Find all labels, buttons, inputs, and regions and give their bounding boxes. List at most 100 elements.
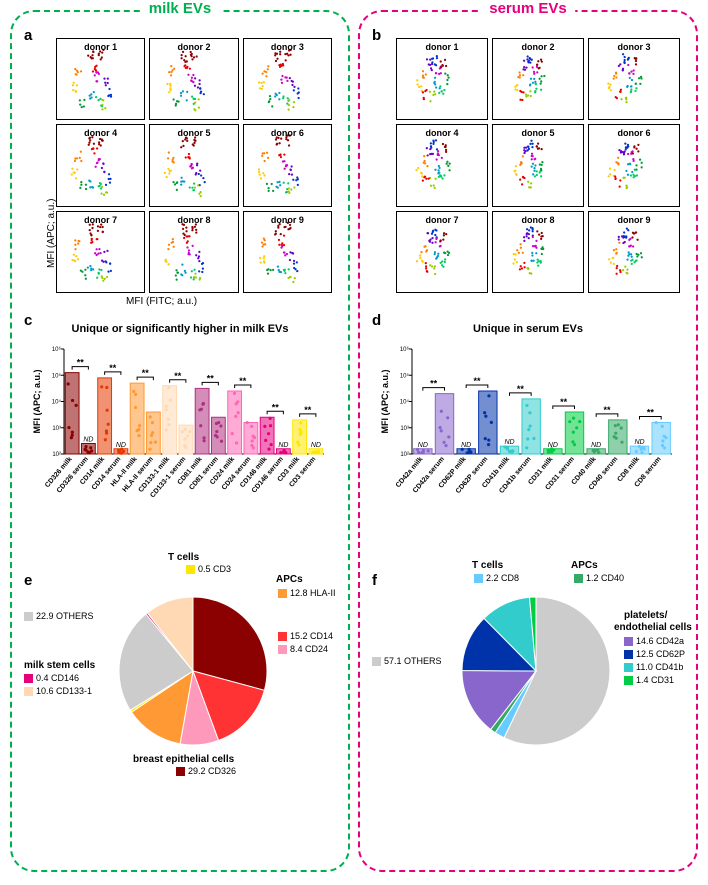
- pie-category-label: APCs: [276, 574, 303, 585]
- donor-label: donor 2: [150, 42, 237, 52]
- serum-panel-title: serum EVs: [481, 0, 575, 17]
- pie-slice-label: 1.2 CD40: [574, 573, 624, 583]
- pie-slice-label: 2.2 CD8: [474, 573, 519, 583]
- svg-text:10³: 10³: [400, 426, 409, 432]
- svg-text:ND: ND: [461, 442, 471, 449]
- pie-category-label: APCs: [571, 560, 598, 571]
- svg-text:**: **: [560, 397, 568, 407]
- svg-text:**: **: [473, 376, 481, 386]
- bar-title-d: Unique in serum EVs: [376, 323, 680, 335]
- svg-text:ND: ND: [83, 437, 93, 444]
- serum-panel: serum EVs b donor 1donor 2donor 3donor 4…: [358, 10, 698, 872]
- svg-text:**: **: [430, 379, 438, 389]
- pie-category-label: T cells: [168, 552, 199, 563]
- svg-text:ND: ND: [591, 442, 601, 449]
- donor-label: donor 7: [57, 215, 144, 225]
- svg-text:10⁵: 10⁵: [52, 372, 62, 379]
- scatter-cell: donor 710⁵10³10¹10¹10³10⁵: [396, 211, 488, 293]
- milk-panel-title: milk EVs: [141, 0, 220, 17]
- svg-text:10³: 10³: [52, 426, 61, 432]
- donor-label: donor 8: [493, 215, 583, 225]
- pie-slice-label: 10.6 CD133-1: [24, 686, 92, 696]
- scatter-cell: donor 2: [149, 38, 238, 120]
- scatter-cell: donor 1: [56, 38, 145, 120]
- svg-text:ND: ND: [504, 439, 514, 446]
- donor-label: donor 2: [493, 42, 583, 52]
- svg-text:**: **: [174, 371, 182, 381]
- pie-category-label: breast epithelial cells: [133, 754, 234, 765]
- pie-slice-label: 12.8 HLA-II: [278, 588, 336, 598]
- pie-slice-label: 57.1 OTHERS: [372, 656, 442, 666]
- bar-title-c: Unique or significantly higher in milk E…: [28, 323, 332, 335]
- scatter-cell: donor 6: [588, 124, 680, 206]
- scatter-cell: donor 5: [149, 124, 238, 206]
- bar-chart-c: 10²10³10⁴10⁵10⁶MFI (APC; a.u.)CD326 milk…: [28, 339, 332, 514]
- scatter-cell: donor 6: [243, 124, 332, 206]
- svg-text:**: **: [304, 405, 312, 415]
- pie-slice-label: 15.2 CD14: [278, 631, 333, 641]
- svg-text:10²: 10²: [400, 452, 409, 458]
- svg-text:**: **: [647, 408, 655, 418]
- scatter-cell: donor 710⁵10³10¹10¹10³10⁵: [56, 211, 145, 293]
- donor-label: donor 9: [589, 215, 679, 225]
- axis-x-label: MFI (FITC; a.u.): [126, 296, 197, 307]
- svg-text:**: **: [77, 358, 85, 368]
- axis-y-label: MFI (APC; a.u.): [46, 199, 57, 268]
- scatter-cell: donor 8: [492, 211, 584, 293]
- donor-label: donor 5: [493, 128, 583, 138]
- scatter-cell: donor 5: [492, 124, 584, 206]
- svg-text:**: **: [109, 363, 117, 373]
- svg-text:**: **: [239, 376, 247, 386]
- pie-category-label: milk stem cells: [24, 660, 95, 671]
- donor-label: donor 4: [57, 128, 144, 138]
- svg-text:10⁴: 10⁴: [52, 399, 62, 406]
- svg-text:10²: 10²: [52, 452, 61, 458]
- scatter-cell: donor 1: [396, 38, 488, 120]
- svg-text:ND: ND: [634, 439, 644, 446]
- scatter-cell: donor 8: [149, 211, 238, 293]
- svg-text:**: **: [517, 384, 525, 394]
- pie-chart-e: T cellsAPCsmilk stem cellsbreast epithel…: [28, 556, 332, 771]
- scatter-cell: donor 3: [243, 38, 332, 120]
- svg-text:MFI (APC; a.u.): MFI (APC; a.u.): [380, 370, 390, 434]
- donor-label: donor 9: [244, 215, 331, 225]
- svg-text:ND: ND: [548, 442, 558, 449]
- svg-text:ND: ND: [418, 442, 428, 449]
- donor-label: donor 8: [150, 215, 237, 225]
- svg-text:10⁵: 10⁵: [400, 372, 410, 379]
- pie-category-label: endothelial cells: [614, 622, 692, 633]
- scatter-cell: donor 4: [396, 124, 488, 206]
- svg-text:10⁶: 10⁶: [52, 346, 62, 353]
- scatter-grid-serum: donor 1 donor 2 donor 3 donor 4 donor 5 donor…: [396, 38, 680, 293]
- svg-text:10⁶: 10⁶: [400, 346, 410, 353]
- donor-label: donor 3: [244, 42, 331, 52]
- label-d: d: [372, 312, 381, 329]
- scatter-cell: donor 9: [588, 211, 680, 293]
- pie-slice-label: 0.5 CD3: [186, 564, 231, 574]
- scatter-cell: donor 2: [492, 38, 584, 120]
- pie-slice-label: 12.5 CD62P: [624, 649, 685, 659]
- scatter-grid-milk: donor 1 donor 2 donor 3 donor 4 donor 5 donor…: [56, 38, 332, 293]
- pie-slice-label: 22.9 OTHERS: [24, 611, 94, 621]
- scatter-cell: donor 3: [588, 38, 680, 120]
- svg-text:10⁴: 10⁴: [400, 399, 410, 406]
- pie-slice-label: 11.0 CD41b: [624, 662, 683, 672]
- svg-text:**: **: [207, 373, 215, 383]
- milk-panel: milk EVs a donor 1donor 2donor 3donor 4d…: [10, 10, 350, 872]
- pie-slice-label: 29.2 CD326: [176, 766, 236, 776]
- bar-chart-d: 10²10³10⁴10⁵10⁶MFI (APC; a.u.)NDCD42a mi…: [376, 339, 680, 514]
- pie-slice-label: 14.6 CD42a: [624, 636, 684, 646]
- label-c: c: [24, 312, 32, 329]
- pie-category-label: T cells: [472, 560, 503, 571]
- donor-label: donor 6: [589, 128, 679, 138]
- donor-label: donor 4: [397, 128, 487, 138]
- svg-text:ND: ND: [311, 442, 321, 449]
- svg-text:**: **: [603, 405, 611, 415]
- donor-label: donor 5: [150, 128, 237, 138]
- pie-chart-f: T cellsAPCsplatelets/endothelial cells2.…: [376, 556, 680, 771]
- pie-category-label: platelets/: [624, 610, 667, 621]
- label-b: b: [372, 27, 381, 44]
- donor-label: donor 1: [57, 42, 144, 52]
- svg-text:ND: ND: [278, 442, 288, 449]
- scatter-cell: donor 9: [243, 211, 332, 293]
